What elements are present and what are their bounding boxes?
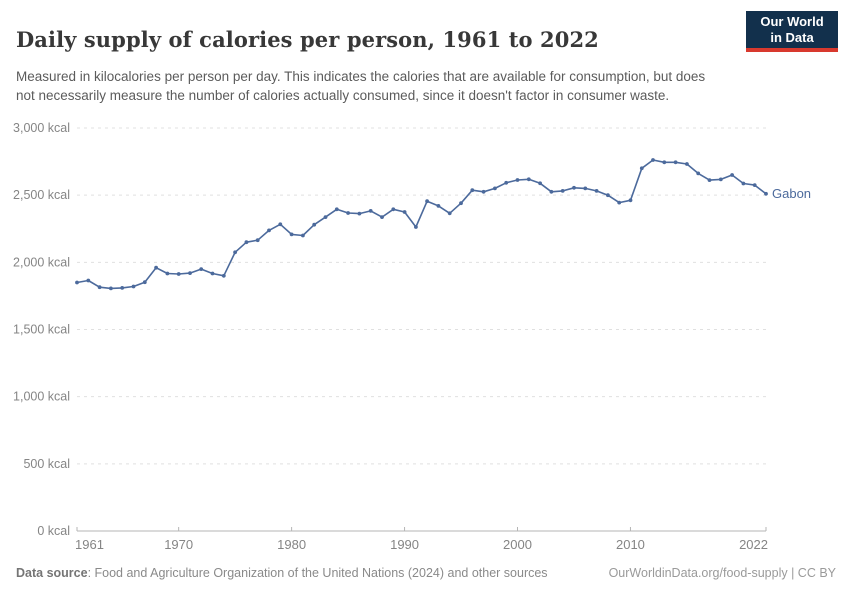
data-point [707, 178, 712, 183]
entity-label: Gabon [772, 186, 811, 201]
data-point [594, 189, 599, 193]
data-point [244, 240, 249, 245]
x-tick-label: 1980 [277, 537, 306, 552]
data-point [414, 225, 418, 229]
data-point [75, 280, 79, 285]
data-point [696, 171, 701, 176]
y-tick-label: 2,500 kcal [13, 188, 70, 202]
chart-footer: Data source: Food and Agriculture Organi… [16, 566, 836, 580]
data-point [730, 173, 734, 177]
data-point [176, 272, 181, 276]
data-point [109, 286, 113, 291]
y-tick-label: 1,000 kcal [13, 390, 70, 404]
data-point [289, 232, 294, 237]
data-point [741, 181, 746, 186]
data-point [718, 177, 723, 182]
data-point [312, 222, 317, 227]
data-point [538, 181, 542, 186]
owid-url-license[interactable]: OurWorldinData.org/food-supply | CC BY [608, 566, 836, 580]
data-point [120, 286, 125, 290]
data-point [481, 189, 486, 194]
x-tick-label: 2000 [503, 537, 532, 552]
y-tick-label: 500 kcal [23, 457, 70, 471]
data-point [165, 271, 170, 276]
data-point [210, 271, 215, 276]
data-point [357, 211, 362, 216]
data-point [391, 207, 396, 212]
data-source-note: Data source: Food and Agriculture Organi… [16, 566, 548, 580]
data-point [459, 201, 463, 206]
data-point [606, 193, 610, 198]
data-point [526, 177, 531, 182]
data-point [549, 189, 554, 194]
data-source-text: : Food and Agriculture Organization of t… [87, 566, 548, 580]
x-tick-label: 1961 [75, 537, 104, 552]
data-point [651, 158, 655, 162]
data-point [662, 160, 667, 165]
data-point [97, 285, 102, 290]
calorie-supply-line [76, 159, 767, 290]
x-tick-label: 1970 [164, 537, 193, 552]
data-point [560, 189, 565, 193]
data-point [628, 198, 633, 203]
data-point [752, 183, 757, 188]
chart-subtitle: Measured in kilocalories per person per … [16, 68, 706, 103]
data-point [323, 215, 328, 220]
owid-logo: Our World in Data [746, 11, 838, 52]
data-point [142, 280, 147, 285]
data-point [583, 186, 588, 191]
x-tick-label: 2022 [739, 537, 768, 552]
data-point [470, 188, 475, 193]
data-point [233, 250, 238, 255]
data-point [572, 185, 576, 190]
data-point [334, 207, 339, 212]
owid-logo-line1: Our World [760, 13, 824, 29]
data-point [301, 233, 305, 238]
data-point [447, 211, 452, 216]
owid-logo-line2: in Data [770, 29, 814, 45]
data-point [346, 211, 350, 215]
data-point [515, 178, 520, 182]
chart-title: Daily supply of calories per person, 196… [16, 27, 599, 53]
data-point [368, 209, 373, 213]
data-source-label: Data source [16, 566, 88, 580]
data-point [617, 200, 622, 205]
data-point [764, 191, 768, 196]
y-tick-label: 2,000 kcal [13, 255, 70, 269]
data-point [402, 210, 407, 214]
data-point [267, 228, 271, 233]
x-tick-label: 2010 [616, 537, 645, 552]
data-point [673, 160, 678, 165]
data-point [639, 166, 644, 171]
data-point [380, 215, 384, 220]
data-point [154, 265, 159, 270]
data-point [221, 273, 226, 278]
y-tick-label: 0 kcal [37, 524, 70, 538]
data-point [425, 199, 429, 204]
data-point [86, 278, 91, 283]
data-point [278, 222, 283, 227]
data-point [255, 238, 260, 243]
data-point [131, 284, 136, 289]
y-tick-label: 3,000 kcal [13, 121, 70, 135]
data-point [685, 162, 689, 166]
data-point [188, 271, 192, 275]
data-point [493, 186, 497, 191]
x-tick-label: 1990 [390, 537, 419, 552]
data-point [504, 180, 509, 185]
data-point [199, 267, 204, 271]
y-tick-label: 1,500 kcal [13, 323, 70, 337]
data-point [436, 204, 441, 208]
